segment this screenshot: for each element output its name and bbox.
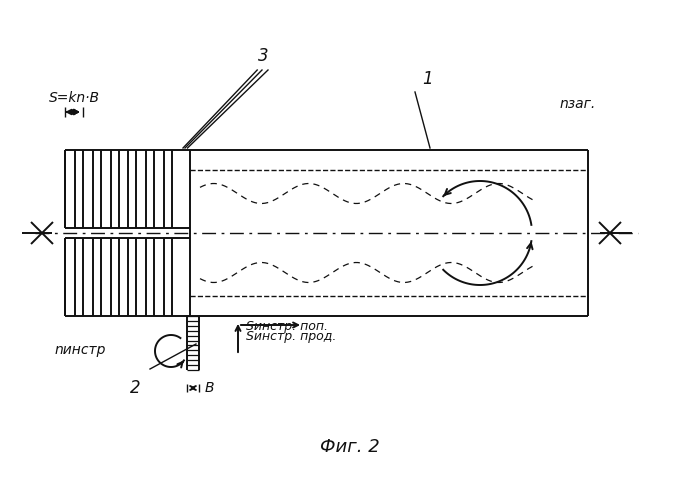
Text: B: B	[205, 381, 214, 395]
Text: nинстр: nинстр	[55, 343, 106, 357]
Text: Sинстр. прод.: Sинстр. прод.	[246, 330, 337, 343]
Text: S=kn·B: S=kn·B	[48, 91, 99, 105]
Text: nзаг.: nзаг.	[560, 97, 596, 111]
Text: Фиг. 2: Фиг. 2	[320, 438, 380, 456]
Text: 3: 3	[258, 47, 268, 65]
Text: Sинстр. поп.: Sинстр. поп.	[246, 320, 328, 333]
Text: 2: 2	[130, 379, 141, 397]
Text: 1: 1	[422, 70, 433, 88]
